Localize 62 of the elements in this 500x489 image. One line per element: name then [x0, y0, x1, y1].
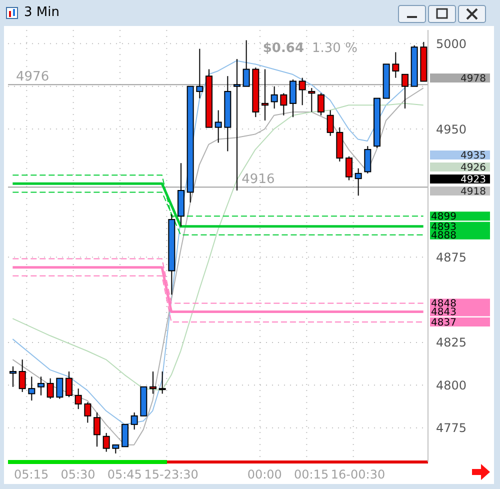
candlestick: [318, 92, 324, 116]
candlestick: [354, 168, 362, 196]
y-tick-label: 4950: [436, 122, 467, 136]
data-label: 4843: [431, 307, 456, 318]
candlestick: [214, 110, 222, 144]
line-series: [12, 88, 424, 446]
data-label: 4888: [431, 230, 456, 242]
candlestick: [18, 359, 26, 392]
line-series: [12, 60, 406, 425]
data-label: 4837: [431, 317, 456, 328]
annotation: 1.30 %: [312, 41, 358, 56]
candlestick: [242, 40, 250, 87]
annotation: $0.64: [262, 41, 304, 56]
candlestick: [234, 58, 240, 192]
candlestick: [130, 412, 138, 430]
candlestick: [94, 412, 100, 448]
candlestick: [122, 424, 128, 448]
candlestick: [270, 86, 278, 110]
text: 4978: [460, 74, 486, 84]
line-series: [12, 102, 424, 391]
x-tick-label: 15-23:30: [144, 468, 198, 482]
y-tick-label: 4775: [436, 421, 467, 436]
y-tick-label: 4800: [436, 378, 467, 392]
candlestick: [392, 52, 400, 78]
candlestick: [84, 402, 92, 424]
x-tick-label: 05:15: [14, 468, 49, 482]
candlestick: [364, 146, 372, 174]
candlestick: [158, 371, 166, 394]
candlestick: [56, 378, 64, 400]
candlestick: [66, 371, 72, 398]
candlestick: [262, 68, 268, 121]
y-tick-label: 4875: [436, 250, 467, 264]
text: 4935: [460, 150, 486, 162]
x-tick-label: 16-00:30: [330, 468, 386, 482]
chart-title: 3 Min: [24, 5, 60, 20]
candlestick: [280, 92, 288, 116]
data-label: 4899: [431, 212, 456, 223]
candlestick: [196, 48, 204, 99]
ref-line-label: 4976: [16, 70, 50, 85]
candlestick: [28, 376, 36, 402]
candlestick: [290, 79, 296, 118]
candlestick: [402, 74, 408, 110]
x-tick-label: 00:15: [294, 468, 329, 482]
candlestick: [102, 432, 110, 452]
text: 4923: [460, 174, 486, 186]
candlestick: [346, 156, 352, 181]
x-tick-label: 05:30: [60, 468, 96, 482]
candlestick: [10, 366, 16, 388]
candlestick: [326, 110, 334, 136]
candlestick: [74, 388, 82, 410]
text: 4918: [460, 186, 486, 198]
x-tick-label: 05:45: [107, 468, 142, 482]
ref-line-label: 4916: [242, 172, 275, 188]
text: 4926: [460, 162, 486, 174]
candlestick: [46, 378, 54, 400]
candlestick: [308, 88, 316, 112]
candlestick: [150, 371, 156, 394]
x-tick-label: 00:00: [247, 468, 282, 482]
candlestick: [298, 77, 306, 106]
y-tick-label: 5000: [436, 36, 467, 51]
candlestick: [38, 376, 44, 396]
y-tick-label: 4825: [436, 336, 467, 350]
